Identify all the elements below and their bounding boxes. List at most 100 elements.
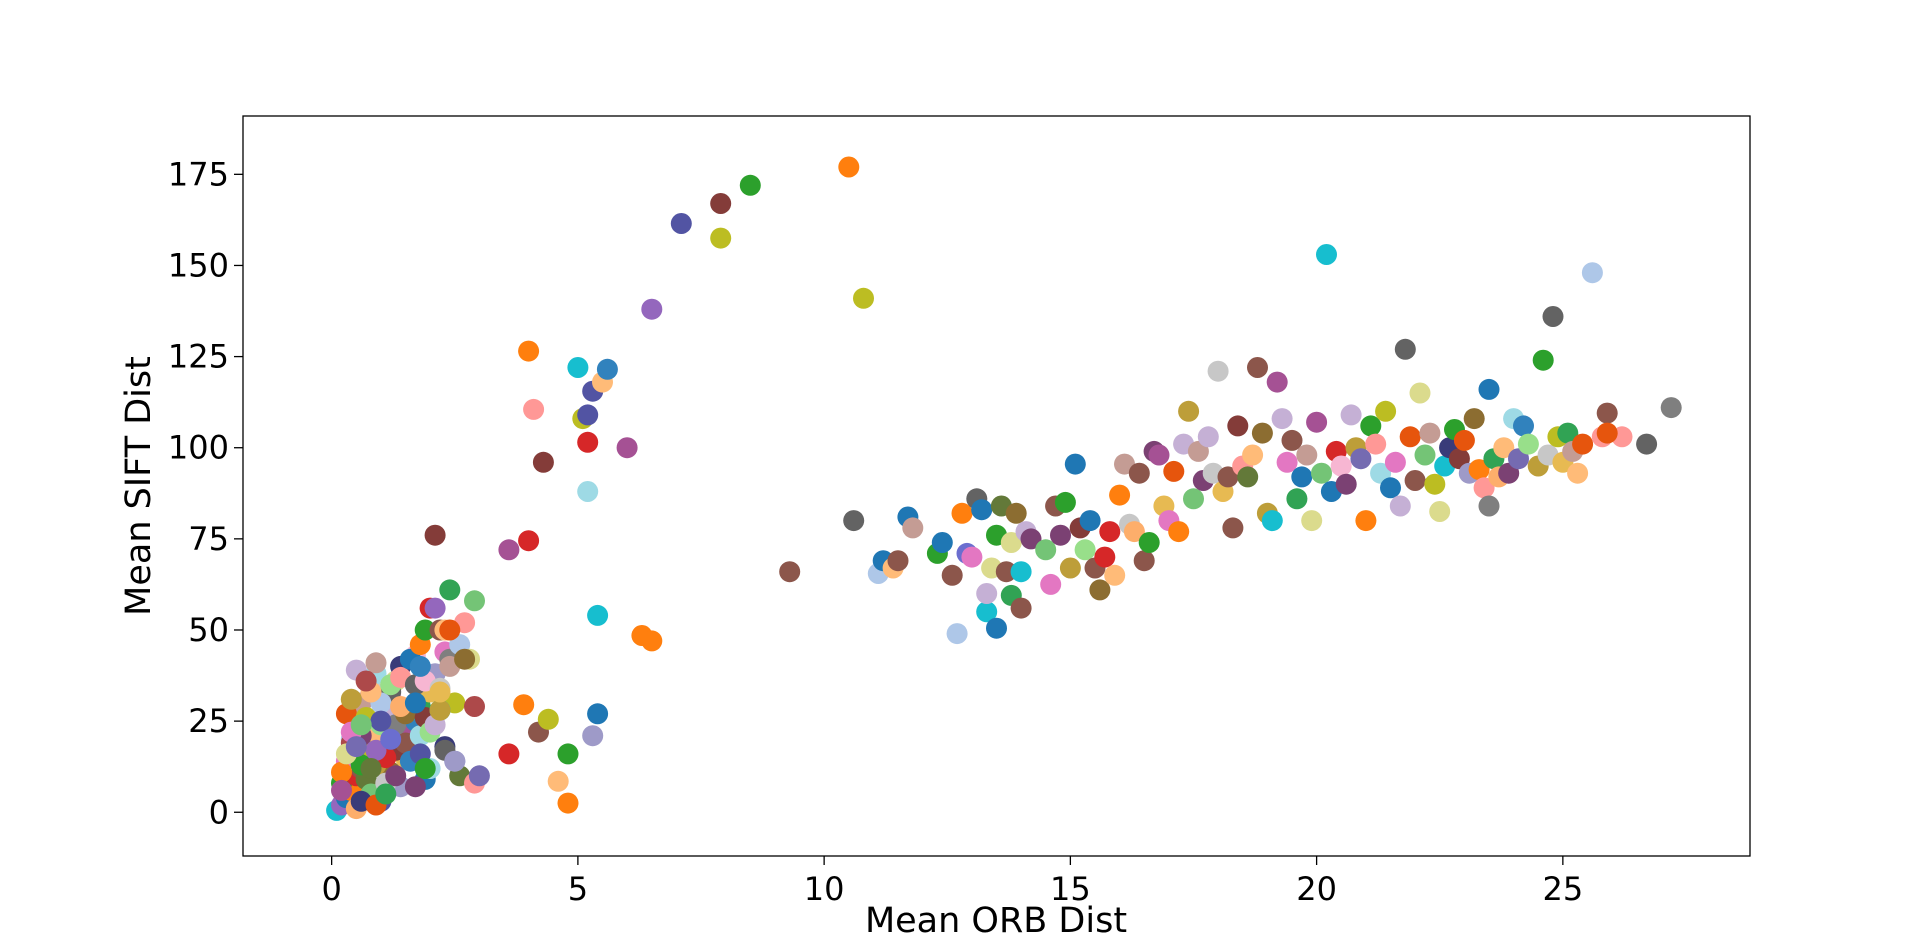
- data-point-179: [1010, 561, 1032, 583]
- data-point-138: [587, 604, 609, 626]
- data-point-276: [1493, 437, 1515, 459]
- data-point-163: [951, 502, 973, 524]
- data-point-258: [1409, 382, 1431, 404]
- data-point-136: [596, 358, 618, 380]
- data-point-137: [577, 481, 599, 502]
- data-point-230: [1271, 408, 1293, 430]
- data-point-193: [1089, 579, 1111, 601]
- data-point-203: [1138, 532, 1160, 553]
- y-tick-label: 50: [188, 611, 229, 649]
- data-point-290: [1567, 462, 1589, 484]
- data-point-111: [404, 776, 426, 798]
- data-point-248: [1360, 415, 1382, 437]
- data-point-149: [838, 156, 860, 178]
- data-point-236: [1301, 510, 1323, 532]
- data-point-118: [498, 539, 520, 561]
- data-point-139: [587, 703, 609, 725]
- data-point-202: [1133, 550, 1155, 572]
- data-point-273: [1478, 495, 1500, 517]
- data-point-169: [976, 583, 998, 604]
- y-tick-label: 25: [188, 702, 229, 740]
- data-point-182: [1035, 539, 1057, 561]
- data-point-280: [1513, 415, 1534, 437]
- x-tick-label: 15: [1050, 870, 1091, 908]
- data-point-229: [1266, 371, 1288, 393]
- data-point-132: [577, 431, 599, 453]
- x-tick-label: 5: [568, 870, 588, 908]
- data-point-158: [902, 517, 924, 539]
- data-point-188: [1064, 453, 1086, 475]
- data-point-60: [370, 710, 392, 732]
- y-tick-label: 75: [188, 520, 229, 558]
- data-point-252: [1380, 477, 1401, 499]
- data-point-129: [523, 398, 545, 420]
- y-tick-label: 150: [168, 246, 229, 284]
- data-point-143: [641, 630, 663, 652]
- data-point-121: [498, 743, 520, 765]
- data-point-223: [1237, 466, 1259, 488]
- data-point-113: [468, 765, 490, 787]
- data-point-233: [1286, 488, 1308, 510]
- data-point-151: [779, 561, 801, 583]
- data-point-226: [1251, 422, 1273, 444]
- data-point-125: [547, 770, 569, 792]
- data-point-130: [567, 357, 589, 378]
- data-point-271: [1473, 477, 1495, 499]
- y-tick-label: 0: [209, 793, 229, 831]
- data-point-221: [1227, 415, 1249, 437]
- data-point-105: [439, 619, 461, 641]
- data-point-119: [518, 530, 540, 552]
- data-point-64: [340, 688, 362, 710]
- data-point-186: [1054, 491, 1076, 513]
- data-point-172: [986, 617, 1007, 639]
- data-point-243: [1335, 473, 1357, 495]
- data-point-110: [444, 750, 466, 772]
- data-point-174: [995, 561, 1017, 583]
- data-point-267: [1453, 429, 1475, 451]
- data-point-160: [931, 532, 953, 553]
- data-point-246: [1350, 448, 1372, 470]
- data-point-224: [1242, 444, 1264, 466]
- data-point-259: [1414, 444, 1436, 466]
- data-point-261: [1424, 473, 1446, 495]
- data-point-296: [1636, 433, 1658, 455]
- data-point-225: [1247, 357, 1268, 378]
- data-point-126: [557, 743, 579, 765]
- data-point-190: [1074, 539, 1096, 561]
- data-point-67: [355, 670, 377, 692]
- x-tick-label: 20: [1296, 870, 1337, 908]
- data-point-209: [1168, 521, 1190, 543]
- data-point-62: [360, 758, 382, 779]
- data-point-165: [961, 546, 983, 568]
- data-point-178: [1010, 597, 1032, 619]
- data-point-232: [1281, 429, 1303, 451]
- data-point-217: [1207, 360, 1229, 382]
- data-point-285: [1542, 306, 1564, 327]
- x-axis-label: Mean ORB Dist: [865, 901, 1127, 941]
- data-point-212: [1183, 488, 1204, 510]
- data-point-103: [439, 579, 461, 601]
- x-tick-label: 0: [321, 870, 341, 908]
- data-point-61: [380, 728, 402, 750]
- data-point-270: [1468, 459, 1490, 481]
- data-point-115: [429, 681, 451, 703]
- data-point-80: [414, 619, 436, 641]
- data-point-185: [1050, 524, 1071, 546]
- data-point-76: [350, 714, 372, 736]
- data-point-106: [454, 648, 476, 670]
- data-point-262: [1429, 501, 1451, 522]
- data-point-288: [1557, 422, 1579, 444]
- data-point-291: [1572, 433, 1594, 455]
- data-point-162: [946, 623, 968, 645]
- data-point-269: [1463, 408, 1485, 430]
- data-point-220: [1222, 517, 1244, 539]
- data-point-297: [1660, 397, 1682, 419]
- data-point-191: [1079, 510, 1101, 532]
- x-tick-label: 25: [1542, 870, 1583, 908]
- data-point-40: [331, 761, 352, 783]
- data-point-247: [1355, 510, 1377, 532]
- data-point-215: [1197, 426, 1219, 448]
- data-point-43: [365, 739, 387, 761]
- data-point-116: [409, 655, 431, 677]
- data-point-54: [365, 652, 387, 674]
